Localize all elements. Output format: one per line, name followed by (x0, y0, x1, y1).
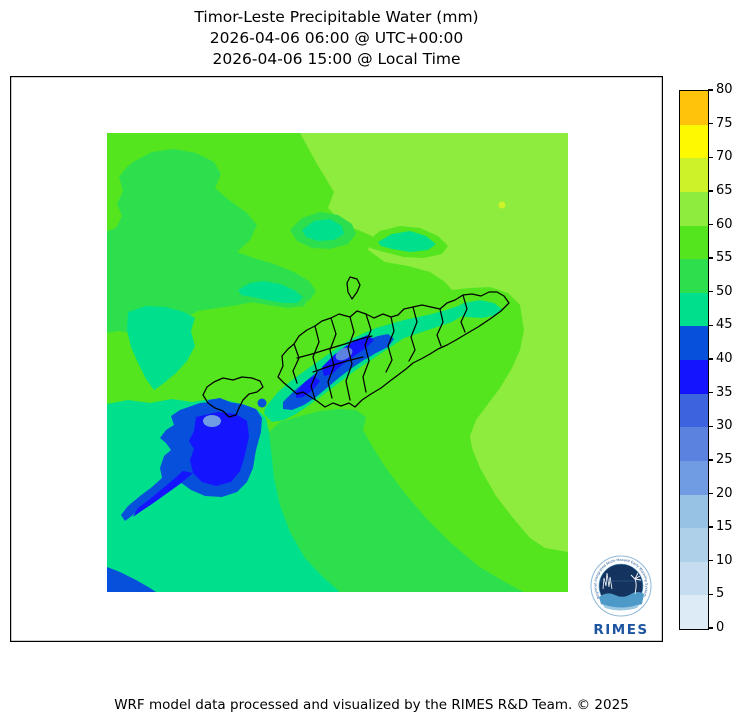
colorbar-tick-label: 35 (716, 384, 733, 400)
colorbar-segment-55-60 (680, 225, 708, 260)
colorbar-tick-label: 75 (716, 115, 733, 131)
district-boundaries (202, 276, 510, 418)
field-region-45-50-west-blob (127, 306, 195, 390)
field-region-50-55-south-column (269, 409, 524, 592)
field-core-45-50-north-patch-west (302, 219, 344, 241)
colorbar-segment-50-55 (680, 259, 708, 293)
colorbar-segment-30-35 (680, 393, 708, 428)
district-line (312, 356, 364, 373)
district-line (385, 316, 395, 373)
colorbar-segment-45-50 (680, 292, 708, 327)
field-region-45-50-nw-streak (238, 281, 303, 303)
district-line (436, 308, 444, 347)
title-line-1: Timor-Leste Precipitable Water (mm) (194, 8, 479, 26)
field-region-45-50-east-patch (450, 300, 502, 318)
timor-leste-coastline (277, 291, 510, 408)
district-line (408, 306, 418, 362)
colorbar-tick-label: 50 (716, 283, 733, 299)
colorbar-tick-label: 70 (716, 149, 733, 165)
wave-icon (599, 592, 644, 609)
colorbar-tick-label: 15 (716, 519, 733, 535)
rimes-logo-text: RIMES (593, 622, 648, 638)
district-line (327, 317, 337, 399)
district-line (460, 294, 468, 333)
colorbar-tick-label: 10 (716, 552, 733, 568)
colorbar-tick-label: 30 (716, 418, 733, 434)
footer-credit: WRF model data processed and visualized … (114, 697, 629, 713)
colorbar-tick-label: 25 (716, 451, 733, 467)
district-line (292, 343, 300, 384)
colorbar-segment-75-80 (680, 91, 708, 125)
colorbar-tick-label: 40 (716, 351, 733, 366)
precipitable-water-field (107, 133, 568, 592)
field-patch-40-45-oecusse (208, 398, 232, 413)
colorbar-segment-60-65 (680, 191, 708, 226)
colorbar-segment-10-15 (680, 528, 708, 562)
colorbar-tick-label: 5 (716, 586, 725, 602)
district-line (362, 313, 372, 393)
title-line-3: 2026-04-06 15:00 @ Local Time (212, 50, 461, 68)
rimes-logo: Regional Integrated Multi-Hazard Early W… (590, 555, 652, 638)
colorbar-tick-label: 80 (716, 82, 733, 97)
colorbar-segment-5-10 (680, 561, 708, 596)
field-dot-40-45 (257, 398, 267, 408)
district-line (345, 316, 355, 401)
colorbar-segment-70-75 (680, 124, 708, 159)
colorbar-tick-label: 55 (716, 250, 733, 266)
colorbar (679, 90, 709, 630)
field-region-60-65-northeast (300, 133, 568, 552)
district-line (296, 335, 373, 359)
colorbar-tick-label: 65 (716, 182, 733, 198)
map-axes: Regional Integrated Multi-Hazard Early W… (10, 76, 663, 642)
colorbar-segment-0-5 (680, 595, 708, 629)
colorbar-segment-35-40 (680, 360, 708, 394)
colorbar-segment-25-30 (680, 427, 708, 461)
colorbar-segment-15-20 (680, 494, 708, 529)
colorbar-tick-label: 60 (716, 216, 733, 232)
field-spot-20-25-southwest (203, 415, 221, 427)
title-line-2: 2026-04-06 06:00 @ UTC+00:00 (209, 29, 464, 47)
figure-title: Timor-Leste Precipitable Water (mm) 2026… (10, 7, 663, 70)
field-core-35-40-southwest (189, 412, 249, 486)
colorbar-segment-65-70 (680, 158, 708, 192)
wave-crest-icon (602, 604, 640, 611)
field-core-35-40-southwest-tail (133, 471, 193, 517)
colorbar-tick-label: 20 (716, 485, 733, 501)
district-line (310, 325, 320, 400)
field-core-45-50-north-patch-east (378, 231, 436, 252)
seismograph-icon (602, 572, 613, 590)
colorbar-tick-label: 45 (716, 317, 733, 333)
colorbar-tick-label: 0 (716, 620, 725, 635)
field-dot-65-70-northeast (498, 201, 506, 209)
colorbar-segment-20-25 (680, 460, 708, 495)
atauro-island-outline (346, 276, 361, 300)
colorbar-segment-40-45 (680, 326, 708, 360)
field-wedge-40-45-bottom-left (107, 567, 156, 592)
palm-tree-icon (630, 572, 642, 595)
oecusse-outline (202, 376, 264, 418)
